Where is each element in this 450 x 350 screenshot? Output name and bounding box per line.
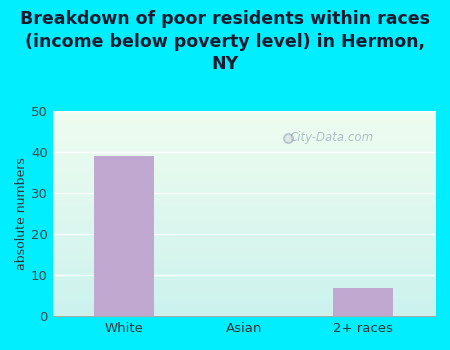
Bar [333,288,393,316]
Text: City-Data.com: City-Data.com [290,131,374,144]
Text: Breakdown of poor residents within races
(income below poverty level) in Hermon,: Breakdown of poor residents within races… [20,10,430,73]
Bar [94,156,154,316]
Y-axis label: absolute numbers: absolute numbers [15,157,28,270]
